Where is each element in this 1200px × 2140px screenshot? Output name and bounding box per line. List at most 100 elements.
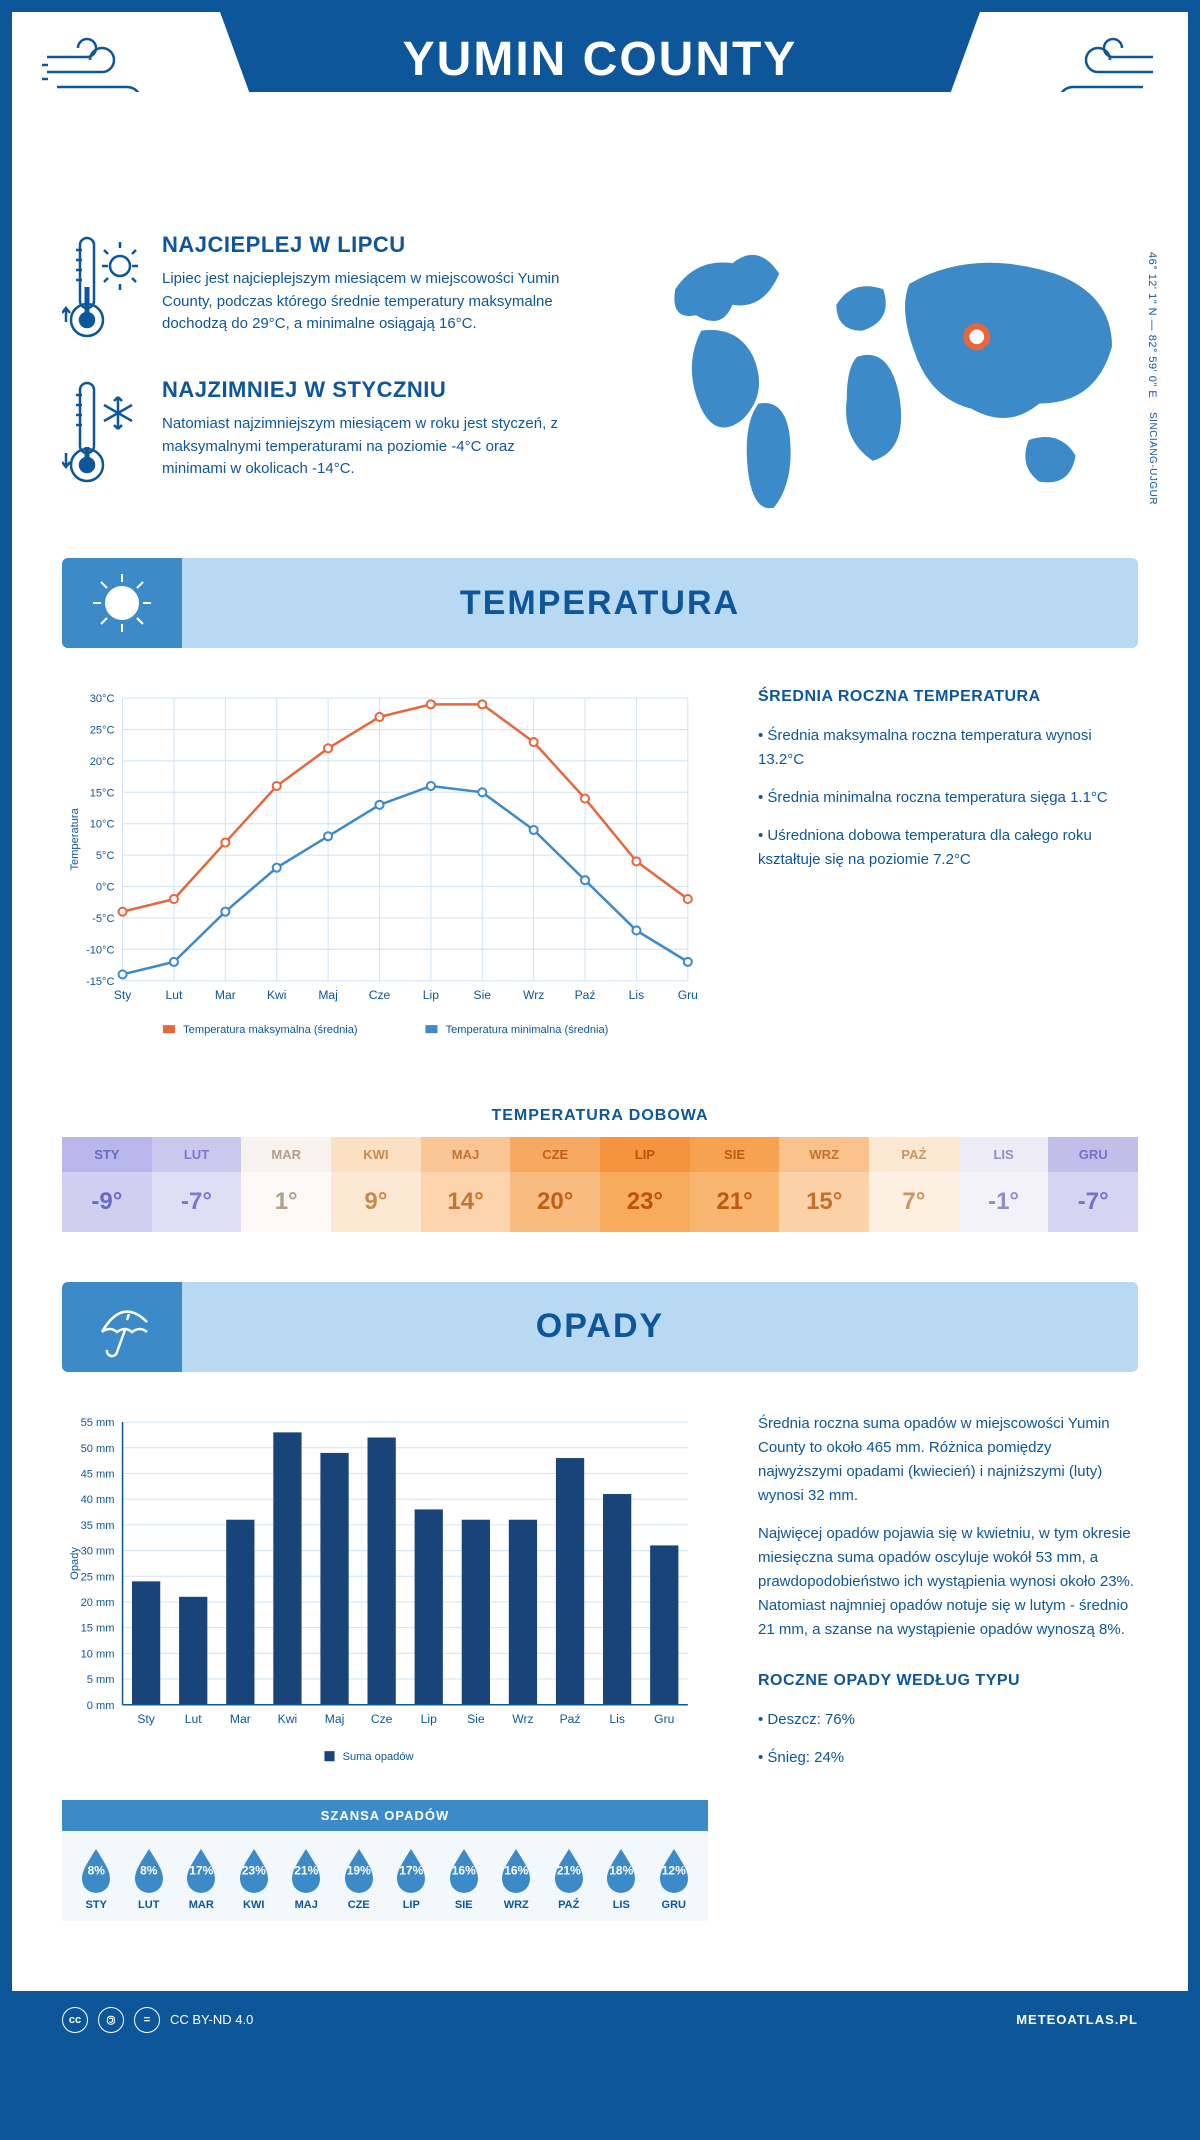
svg-text:10°C: 10°C bbox=[90, 819, 115, 831]
thermometer-snow-icon bbox=[62, 377, 142, 492]
precip-type-bullet: • Śnieg: 24% bbox=[758, 1746, 1138, 1770]
cold-text: Natomiast najzimniejszym miesiącem w rok… bbox=[162, 413, 578, 481]
raindrop-icon: 17% bbox=[391, 1845, 431, 1893]
svg-text:Cze: Cze bbox=[371, 1711, 393, 1725]
temp-cell: WRZ15° bbox=[779, 1137, 869, 1232]
precip-summary: Średnia roczna suma opadów w miejscowośc… bbox=[758, 1412, 1138, 1921]
chance-cell: 17%MAR bbox=[175, 1845, 228, 1911]
svg-text:Kwi: Kwi bbox=[267, 988, 287, 1002]
footer: cc 🄯 = CC BY-ND 4.0 METEOATLAS.PL bbox=[12, 1991, 1188, 2049]
section-title: TEMPERATURA bbox=[460, 584, 740, 623]
svg-text:25°C: 25°C bbox=[90, 725, 115, 737]
cold-title: NAJZIMNIEJ W STYCZNIU bbox=[162, 377, 578, 403]
svg-text:Lut: Lut bbox=[166, 988, 183, 1002]
raindrop-icon: 16% bbox=[444, 1845, 484, 1893]
svg-text:Paź: Paź bbox=[560, 1711, 581, 1725]
temp-cell: LUT-7° bbox=[152, 1137, 242, 1232]
svg-text:40 mm: 40 mm bbox=[81, 1494, 115, 1506]
raindrop-icon: 16% bbox=[496, 1845, 536, 1893]
chance-cell: 21%MAJ bbox=[280, 1845, 333, 1911]
svg-text:30 mm: 30 mm bbox=[81, 1545, 115, 1557]
svg-text:Kwi: Kwi bbox=[278, 1711, 298, 1725]
nd-icon: = bbox=[134, 2007, 160, 2033]
page-subtitle: CHINY bbox=[300, 91, 900, 92]
site-name: METEOATLAS.PL bbox=[1016, 2012, 1138, 2027]
chance-cell: 23%KWI bbox=[228, 1845, 281, 1911]
raindrop-icon: 21% bbox=[549, 1845, 589, 1893]
chance-cell: 8%STY bbox=[70, 1845, 123, 1911]
wind-icon bbox=[42, 37, 182, 92]
temp-cell: CZE20° bbox=[510, 1137, 600, 1232]
region-label: SINCIANG-UJGUR bbox=[1147, 412, 1158, 505]
svg-text:Mar: Mar bbox=[215, 988, 236, 1002]
umbrella-icon bbox=[62, 1282, 182, 1372]
precip-text: Średnia roczna suma opadów w miejscowośc… bbox=[758, 1412, 1138, 1508]
chance-title: SZANSA OPADÓW bbox=[62, 1800, 708, 1831]
warm-block: NAJCIEPLEJ W LIPCU Lipiec jest najcieple… bbox=[62, 232, 578, 347]
warm-text: Lipiec jest najcieplejszym miesiącem w m… bbox=[162, 268, 578, 336]
temp-cell: SIE21° bbox=[690, 1137, 780, 1232]
raindrop-icon: 18% bbox=[601, 1845, 641, 1893]
temp-cell: STY-9° bbox=[62, 1137, 152, 1232]
svg-text:-5°C: -5°C bbox=[92, 913, 114, 925]
cold-block: NAJZIMNIEJ W STYCZNIU Natomiast najzimni… bbox=[62, 377, 578, 492]
precip-chart: 0 mm5 mm10 mm15 mm20 mm25 mm30 mm35 mm40… bbox=[62, 1412, 708, 1775]
svg-text:Temperatura minimalna (średnia: Temperatura minimalna (średnia) bbox=[446, 1024, 609, 1036]
chance-cell: 21%PAŹ bbox=[543, 1845, 596, 1911]
svg-text:Mar: Mar bbox=[230, 1711, 251, 1725]
daily-temp-strip: STY-9°LUT-7°MAR1°KWI9°MAJ14°CZE20°LIP23°… bbox=[62, 1137, 1138, 1232]
raindrop-icon: 12% bbox=[654, 1845, 694, 1893]
chance-cell: 16%WRZ bbox=[490, 1845, 543, 1911]
svg-text:Temperatura maksymalna (średni: Temperatura maksymalna (średnia) bbox=[183, 1024, 357, 1036]
svg-text:Cze: Cze bbox=[369, 988, 391, 1002]
chance-cell: 18%LIS bbox=[595, 1845, 648, 1911]
raindrop-icon: 8% bbox=[76, 1845, 116, 1893]
header: YUMIN COUNTY CHINY bbox=[12, 12, 1188, 92]
svg-text:30°C: 30°C bbox=[90, 693, 115, 705]
svg-text:-10°C: -10°C bbox=[86, 945, 114, 957]
svg-text:10 mm: 10 mm bbox=[81, 1648, 115, 1660]
svg-text:55 mm: 55 mm bbox=[81, 1417, 115, 1429]
svg-text:Lis: Lis bbox=[609, 1711, 624, 1725]
annual-title: ŚREDNIA ROCZNA TEMPERATURA bbox=[758, 688, 1138, 706]
section-precip: OPADY bbox=[62, 1282, 1138, 1372]
temp-cell: MAJ14° bbox=[421, 1137, 511, 1232]
cc-icon: cc bbox=[62, 2007, 88, 2033]
chance-cell: 17%LIP bbox=[385, 1845, 438, 1911]
svg-text:0°C: 0°C bbox=[96, 882, 115, 894]
svg-text:50 mm: 50 mm bbox=[81, 1442, 115, 1454]
section-temperature: TEMPERATURA bbox=[62, 558, 1138, 648]
precip-chart-column: 0 mm5 mm10 mm15 mm20 mm25 mm30 mm35 mm40… bbox=[62, 1412, 708, 1921]
svg-text:15°C: 15°C bbox=[90, 788, 115, 800]
chance-cell: 12%GRU bbox=[648, 1845, 701, 1911]
svg-text:-15°C: -15°C bbox=[86, 976, 114, 988]
svg-text:15 mm: 15 mm bbox=[81, 1622, 115, 1634]
svg-text:Lip: Lip bbox=[423, 988, 439, 1002]
svg-text:Maj: Maj bbox=[325, 1711, 345, 1725]
temp-cell: PAŹ7° bbox=[869, 1137, 959, 1232]
temp-cell: LIS-1° bbox=[959, 1137, 1049, 1232]
annual-bullet: • Średnia maksymalna roczna temperatura … bbox=[758, 724, 1138, 772]
svg-text:Lut: Lut bbox=[185, 1711, 202, 1725]
svg-text:Suma opadów: Suma opadów bbox=[343, 1751, 415, 1763]
svg-text:20°C: 20°C bbox=[90, 756, 115, 768]
svg-text:Wrz: Wrz bbox=[523, 988, 544, 1002]
svg-text:Temperatura: Temperatura bbox=[69, 808, 81, 871]
svg-text:Sie: Sie bbox=[467, 1711, 485, 1725]
svg-text:Lip: Lip bbox=[421, 1711, 437, 1725]
by-icon: 🄯 bbox=[98, 2007, 124, 2033]
chance-cell: 16%SIE bbox=[438, 1845, 491, 1911]
raindrop-icon: 21% bbox=[286, 1845, 326, 1893]
svg-text:Sie: Sie bbox=[474, 988, 492, 1002]
svg-text:Gru: Gru bbox=[654, 1711, 674, 1725]
svg-text:0 mm: 0 mm bbox=[87, 1699, 115, 1711]
warm-title: NAJCIEPLEJ W LIPCU bbox=[162, 232, 578, 258]
svg-text:5°C: 5°C bbox=[96, 850, 115, 862]
overview-row: NAJCIEPLEJ W LIPCU Lipiec jest najcieple… bbox=[12, 192, 1188, 558]
wind-icon bbox=[1018, 37, 1158, 92]
section-title: OPADY bbox=[536, 1307, 664, 1346]
chance-cell: 8%LUT bbox=[123, 1845, 176, 1911]
svg-text:45 mm: 45 mm bbox=[81, 1468, 115, 1480]
precip-text: Najwięcej opadów pojawia się w kwietniu,… bbox=[758, 1522, 1138, 1642]
license-text: CC BY-ND 4.0 bbox=[170, 2012, 253, 2027]
